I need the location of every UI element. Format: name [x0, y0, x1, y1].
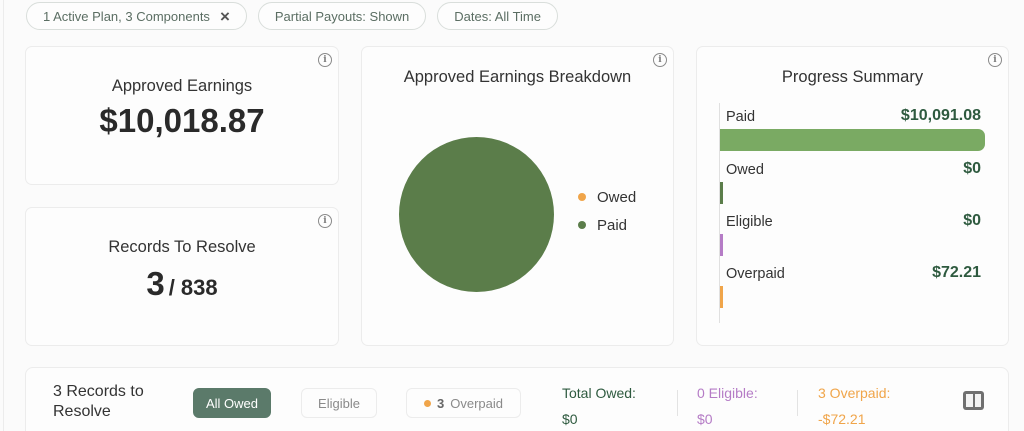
earnings-breakdown-card: i Approved Earnings Breakdown Owed Paid: [361, 46, 674, 346]
stat-label: 0 Eligible:: [697, 385, 758, 401]
legend-dot-icon: [578, 193, 586, 201]
overpaid-button[interactable]: 3 Overpaid: [406, 388, 521, 418]
info-icon[interactable]: i: [318, 53, 332, 67]
resolve-title: 3 Records to Resolve: [53, 383, 144, 420]
card-title: Approved Earnings: [111, 77, 253, 95]
legend-item-paid[interactable]: Paid: [578, 211, 636, 239]
card-title: Approved Earnings Breakdown: [403, 68, 632, 86]
card-title: Progress Summary: [781, 68, 924, 86]
stat-overpaid: 3 Overpaid: -$72.21: [818, 380, 890, 431]
eligible-button[interactable]: Eligible: [301, 388, 377, 418]
records-unresolved: 3: [146, 265, 165, 302]
progress-bar-paid: [720, 129, 985, 151]
columns-icon[interactable]: [963, 391, 984, 410]
progress-value: $0: [963, 212, 981, 229]
chart-legend: Owed Paid: [578, 183, 636, 239]
button-label: Eligible: [318, 395, 360, 411]
button-label: All Owed: [205, 395, 259, 411]
filter-chip-dates[interactable]: Dates: All Time: [437, 2, 558, 30]
card-title: Records To Resolve: [108, 238, 256, 256]
pie-chart[interactable]: [399, 137, 554, 292]
legend-label: Owed: [597, 188, 637, 206]
button-label: Overpaid: [450, 395, 503, 411]
progress-summary-card: i Progress Summary Paid $10,091.08 Owed …: [696, 46, 1009, 346]
stat-eligible: 0 Eligible: $0: [697, 380, 758, 431]
stat-label: Total Owed:: [562, 385, 636, 401]
info-icon[interactable]: i: [318, 214, 332, 228]
filter-chips: 1 Active Plan, 3 Components × Partial Pa…: [26, 2, 558, 30]
progress-value: $10,091.08: [900, 107, 981, 124]
legend-dot-icon: [578, 221, 586, 229]
records-total: / 838: [168, 275, 218, 300]
divider: [797, 390, 798, 416]
divider: [677, 390, 678, 416]
info-icon[interactable]: i: [653, 53, 667, 67]
stat-value: $0: [562, 411, 578, 427]
progress-label: Paid: [726, 109, 756, 125]
stat-value: $0: [697, 411, 713, 427]
progress-label: Overpaid: [726, 266, 785, 282]
progress-label: Eligible: [726, 214, 773, 230]
filter-chip-plan[interactable]: 1 Active Plan, 3 Components ×: [26, 2, 247, 30]
info-icon[interactable]: i: [988, 53, 1002, 67]
progress-bar-overpaid: [720, 286, 723, 308]
close-icon[interactable]: ×: [219, 6, 230, 26]
progress-axis: [719, 103, 720, 323]
filter-chip-label: 1 Active Plan, 3 Components: [43, 8, 210, 24]
filter-chip-partial-payouts[interactable]: Partial Payouts: Shown: [257, 2, 427, 30]
resolve-records-bar: 3 Records to Resolve All Owed Eligible 3…: [25, 367, 1009, 431]
stat-total-owed: Total Owed: $0: [562, 380, 636, 431]
progress-bar-eligible: [720, 234, 723, 256]
records-count: 3/ 838: [26, 265, 338, 303]
approved-earnings-card: i Approved Earnings $10,018.87: [25, 46, 339, 185]
filter-chip-label: Dates: All Time: [454, 8, 541, 24]
legend-label: Paid: [597, 216, 628, 234]
stat-value: -$72.21: [818, 411, 866, 427]
progress-value: $72.21: [932, 264, 981, 281]
stat-label: 3 Overpaid:: [818, 385, 891, 401]
overpaid-count: 3: [437, 395, 445, 411]
records-to-resolve-card: i Records To Resolve 3/ 838: [25, 207, 339, 346]
progress-label: Owed: [726, 162, 764, 178]
legend-item-owed[interactable]: Owed: [578, 183, 636, 211]
progress-value: $0: [963, 160, 981, 177]
approved-earnings-value: $10,018.87: [99, 102, 265, 139]
overpaid-dot-icon: [424, 399, 431, 407]
progress-bar-owed: [720, 182, 723, 204]
frame-border: [3, 0, 4, 431]
filter-chip-label: Partial Payouts: Shown: [274, 8, 410, 24]
all-owed-button[interactable]: All Owed: [193, 388, 271, 418]
